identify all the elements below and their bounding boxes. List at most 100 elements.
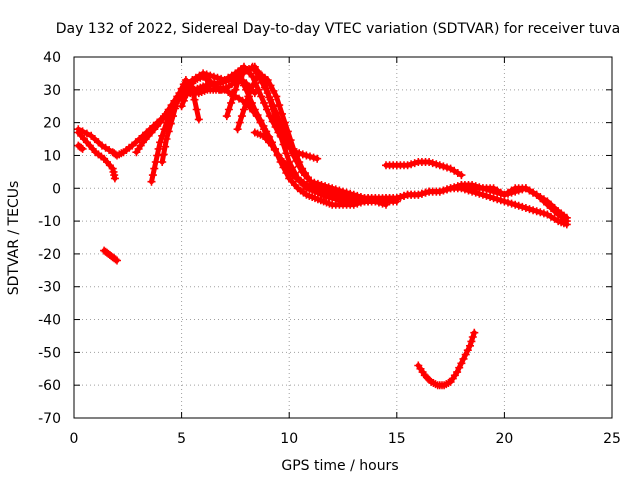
x-axis-title: GPS time / hours <box>281 458 398 474</box>
data-point-marker <box>282 149 291 158</box>
y-tick-label: 10 <box>43 148 61 164</box>
data-point-marker <box>169 112 177 121</box>
data-point-marker <box>282 169 291 177</box>
data-point-marker <box>266 95 275 104</box>
data-point-marker <box>435 161 444 170</box>
data-point-marker <box>111 255 120 264</box>
series-arc-o <box>414 328 479 390</box>
data-point-marker <box>313 154 322 163</box>
data-point-marker <box>266 81 275 90</box>
data-point-marker <box>113 256 121 265</box>
series-arc-c <box>74 141 87 153</box>
data-point-marker <box>446 184 455 193</box>
data-point-marker <box>82 129 91 138</box>
data-point-marker <box>518 202 527 211</box>
y-tick-label: -30 <box>38 280 61 296</box>
y-tick-label: -60 <box>38 378 61 394</box>
data-point-marker <box>374 198 383 207</box>
y-tick-label: -40 <box>38 313 61 329</box>
data-point-marker <box>263 76 272 84</box>
data-point-marker <box>417 189 426 198</box>
data-point-marker <box>192 105 201 114</box>
data-point-marker <box>439 162 448 171</box>
data-point-marker <box>233 125 242 134</box>
data-point-marker <box>280 131 289 140</box>
data-point-marker <box>77 143 86 152</box>
data-point-marker <box>263 89 272 98</box>
data-point-marker <box>403 161 412 170</box>
series-arc-h <box>177 62 380 203</box>
data-point-marker <box>464 183 473 192</box>
data-point-marker <box>148 171 157 180</box>
data-point-marker <box>275 116 284 125</box>
data-point-marker <box>435 187 444 196</box>
series-arc-n <box>457 181 571 222</box>
data-point-marker <box>179 96 188 105</box>
data-point-marker <box>536 208 545 217</box>
data-point-marker <box>457 171 466 180</box>
data-point-marker <box>175 89 184 98</box>
data-point-marker <box>229 92 238 101</box>
data-point-marker <box>392 194 401 203</box>
data-point-marker <box>459 354 468 363</box>
data-point-marker <box>250 89 259 98</box>
data-point-marker <box>150 164 159 173</box>
data-point-marker <box>242 98 251 107</box>
data-point-marker <box>181 91 190 100</box>
series-arc-m <box>382 158 466 180</box>
x-tick-label: 10 <box>280 431 298 447</box>
data-point-marker <box>233 79 242 88</box>
data-point-marker <box>468 333 477 341</box>
x-tick-label: 5 <box>177 431 186 447</box>
data-point-marker <box>240 81 248 90</box>
data-point-marker <box>421 188 430 197</box>
data-point-marker <box>382 200 390 209</box>
grid-layer <box>74 57 612 418</box>
data-point-marker <box>455 363 464 372</box>
data-point-marker <box>177 102 186 111</box>
data-point-marker <box>231 85 240 94</box>
data-point-marker <box>378 199 387 208</box>
data-layer <box>74 62 571 390</box>
y-tick-label: -10 <box>38 214 61 230</box>
series-arc-d <box>100 246 121 265</box>
data-point-marker <box>246 85 255 94</box>
y-tick-label: -50 <box>38 345 61 361</box>
data-point-marker <box>396 193 405 201</box>
data-point-marker <box>286 144 295 153</box>
data-point-marker <box>259 121 268 130</box>
y-tick-label: 0 <box>52 181 61 197</box>
x-tick-label: 15 <box>388 431 406 447</box>
data-point-marker <box>257 78 266 87</box>
data-point-marker <box>256 116 265 125</box>
data-point-marker <box>331 191 340 200</box>
data-point-marker <box>194 115 203 124</box>
data-point-marker <box>514 201 523 210</box>
data-point-marker <box>278 124 286 133</box>
data-point-marker <box>166 119 175 128</box>
data-point-marker <box>260 83 269 92</box>
data-point-marker <box>295 162 304 171</box>
data-point-marker <box>158 158 167 166</box>
data-point-marker <box>466 341 474 350</box>
data-point-marker <box>171 104 180 113</box>
data-point-marker <box>147 177 156 186</box>
data-point-marker <box>253 111 262 119</box>
data-point-marker <box>269 86 278 95</box>
data-point-marker <box>328 190 337 199</box>
data-point-marker <box>529 206 538 215</box>
data-point-marker <box>235 72 244 81</box>
data-point-marker <box>164 127 173 136</box>
data-point-marker <box>450 183 459 192</box>
data-point-marker <box>292 156 301 165</box>
data-point-marker <box>507 199 516 208</box>
data-point-marker <box>432 160 441 169</box>
data-point-marker <box>539 209 548 218</box>
data-point-marker <box>153 151 162 160</box>
data-point-marker <box>335 193 344 201</box>
data-point-marker <box>504 198 512 207</box>
data-point-marker <box>521 204 530 212</box>
data-point-marker <box>227 98 236 107</box>
